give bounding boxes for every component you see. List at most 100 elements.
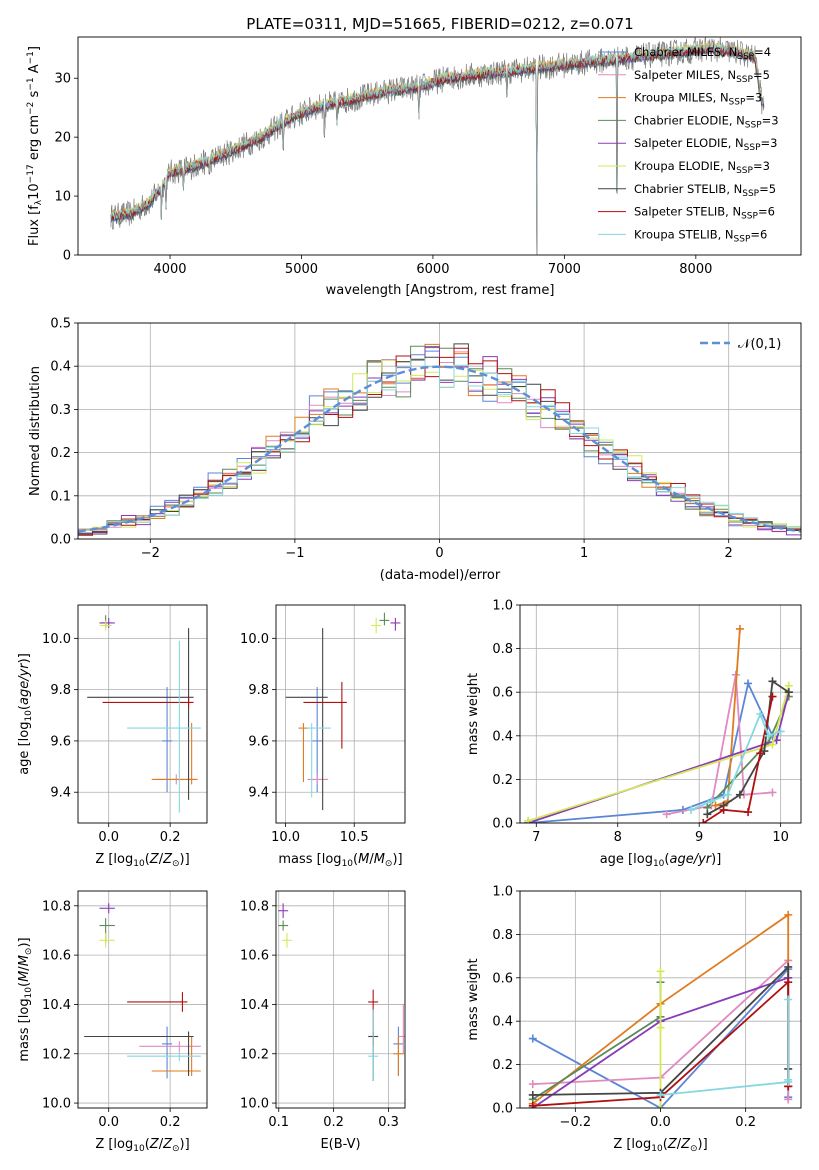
weight-marker xyxy=(711,801,720,810)
weight-marker xyxy=(528,1101,537,1108)
plot-area xyxy=(78,343,801,539)
weight-marker xyxy=(784,962,793,971)
y-tick-label: 0 xyxy=(63,249,71,264)
y-tick-label: 1.0 xyxy=(492,599,513,614)
x-tick-label: 8000 xyxy=(679,262,712,277)
y-tick-label: 10 xyxy=(54,190,71,205)
y-tick-label: 10.0 xyxy=(42,1097,71,1112)
y-tick-label: 10.2 xyxy=(42,1047,71,1062)
y-tick-label: 0.2 xyxy=(492,1058,513,1073)
axes-frame xyxy=(77,322,802,540)
panel-mass_vs_ebv: 0.1 0.2 0.3 10.0 10.2 10.4 10.6 10.8 E(B-V) xyxy=(240,890,406,1152)
weight-marker xyxy=(528,1080,537,1089)
weight-marker xyxy=(723,790,732,799)
axes-frame xyxy=(77,604,208,824)
y-axis-label: mass [log10(M/M⊙)] xyxy=(17,937,34,1061)
x-tick-label: 0.3 xyxy=(378,1115,399,1130)
y-tick-label: 10.0 xyxy=(42,632,71,647)
x-tick-label: −2 xyxy=(141,546,160,561)
x-tick-label: 2 xyxy=(725,546,733,561)
x-axis-label: age [log10(age/yr)] xyxy=(600,852,722,869)
weight-marker xyxy=(768,692,777,701)
legend-entry: Chabrier MILES, NSSP=4 xyxy=(634,45,771,62)
y-tick-label: 30 xyxy=(54,72,71,87)
y-tick-label: 0.0 xyxy=(492,817,513,832)
y-tick-label: 9.8 xyxy=(50,683,71,698)
x-tick-label: 0.2 xyxy=(735,1115,756,1130)
axes-frame xyxy=(77,890,208,1109)
weight-marker xyxy=(784,688,793,697)
weight-marker xyxy=(662,810,671,819)
weight-marker xyxy=(687,805,696,814)
y-tick-label: 0.4 xyxy=(492,729,513,744)
y-tick-label: 20 xyxy=(54,131,71,146)
axes-frame xyxy=(519,604,802,824)
y-axis-label: Normed distribution xyxy=(28,366,43,496)
x-tick-label: 6000 xyxy=(416,262,449,277)
weight-marker xyxy=(784,1095,793,1104)
x-axis-label: E(B-V) xyxy=(320,1137,360,1152)
y-axis-label: Flux [fλ10−17 erg cm−2 s−1 A−1] xyxy=(26,46,44,246)
weight-marker xyxy=(756,749,765,758)
x-tick-label: 0.0 xyxy=(98,1115,119,1130)
weight-marker xyxy=(656,1090,665,1099)
panel-residual_histogram: −2 −1 0 1 2 0.0 0.1 0.2 0.3 0.4 0.5 𝒩(0,1) (data-mod… xyxy=(28,317,802,583)
panel-mass_vs_Z: 0.0 0.2 10.0 10.2 10.4 10.6 10.8 Z [log10(Z/Z⊙)… xyxy=(17,890,208,1154)
y-tick-label: 0.3 xyxy=(50,403,71,418)
panel-spectrum: 4000 5000 6000 7000 8000 0 10 20 30 Chabrier MILE… xyxy=(26,36,802,298)
weight-marker xyxy=(744,679,753,688)
y-axis-label: mass weight xyxy=(466,958,481,1040)
panel-age_vs_mass: 10.0 10.5 9.4 9.6 9.8 10.0 mass [log10(M/M⊙)] xyxy=(240,604,406,869)
x-tick-label: −1 xyxy=(285,546,304,561)
x-tick-label: 0.2 xyxy=(160,830,181,845)
weight-marker xyxy=(784,995,793,1004)
x-tick-label: 0.2 xyxy=(160,1115,181,1130)
y-tick-label: 0.5 xyxy=(50,317,71,332)
y-axis-label: age [log10(age/yr)] xyxy=(17,653,34,775)
y-tick-label: 10.0 xyxy=(240,1097,269,1112)
weight-marker xyxy=(524,816,533,823)
weight-series xyxy=(660,999,790,1096)
weight-marker xyxy=(656,1104,665,1108)
y-tick-label: 10.4 xyxy=(42,998,71,1013)
y-tick-label: 9.6 xyxy=(248,734,269,749)
legend-entry: Kroupa ELODIE, NSSP=3 xyxy=(634,159,770,176)
y-tick-label: 10.6 xyxy=(42,949,71,964)
y-axis-label: mass weight xyxy=(466,673,481,755)
axes-frame xyxy=(275,890,406,1109)
y-tick-label: 0.4 xyxy=(492,1015,513,1030)
spectrum-model xyxy=(110,43,765,255)
y-tick-label: 0.0 xyxy=(50,533,71,548)
y-tick-label: 9.4 xyxy=(248,786,269,801)
figure-title: PLATE=0311, MJD=51665, FIBERID=0212, z=0… xyxy=(246,15,633,33)
y-tick-label: 0.6 xyxy=(492,971,513,986)
weight-marker xyxy=(703,810,712,819)
weight-marker xyxy=(707,797,716,806)
y-tick-label: 0.8 xyxy=(492,642,513,657)
y-tick-label: 10.8 xyxy=(42,899,71,914)
weight-marker xyxy=(719,805,728,814)
x-tick-label: 0 xyxy=(435,546,443,561)
legend-entry: Kroupa STELIB, NSSP=6 xyxy=(634,227,767,244)
x-tick-label: 7 xyxy=(532,830,540,845)
x-tick-label: 10.0 xyxy=(271,830,300,845)
plot-area xyxy=(528,910,793,1108)
weight-marker xyxy=(699,819,708,823)
weight-series xyxy=(706,679,790,816)
weight-marker xyxy=(656,1023,665,1032)
x-tick-label: 0.1 xyxy=(268,1115,289,1130)
y-tick-label: 0.1 xyxy=(50,489,71,504)
y-tick-label: 10.8 xyxy=(240,899,269,914)
panel-age_vs_Z: 0.0 0.2 9.4 9.6 9.8 10.0 Z [log10(Z/Z⊙)] age [l… xyxy=(17,604,208,869)
y-tick-label: 0.4 xyxy=(50,360,71,375)
y-tick-label: 10.6 xyxy=(240,949,269,964)
y-tick-label: 10.4 xyxy=(240,998,269,1013)
spectrum-model xyxy=(110,46,765,255)
panel-mass_weight_vs_Z: −0.2 0.0 0.2 0.0 0.2 0.4 0.6 0.8 1.0 Z [log10(Z/Z… xyxy=(466,885,802,1154)
weight-marker xyxy=(784,910,793,919)
legend-entry: 𝒩(0,1) xyxy=(738,337,781,352)
plot-area xyxy=(278,903,405,1081)
axes-frame xyxy=(275,604,406,824)
x-tick-label: 8 xyxy=(614,830,622,845)
weight-marker xyxy=(768,788,777,797)
